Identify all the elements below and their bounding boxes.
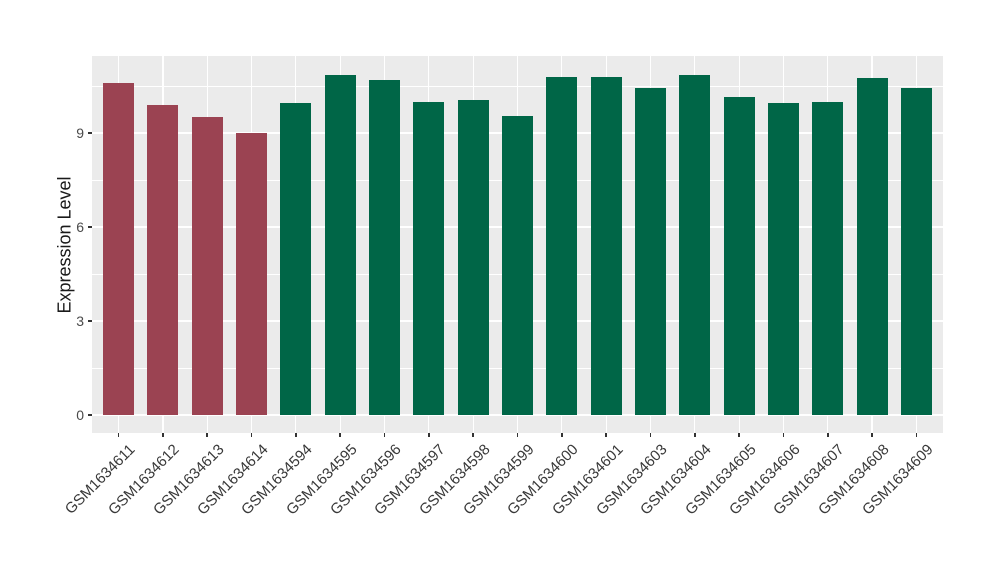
bar [679, 75, 711, 416]
y-axis-tick [88, 226, 92, 228]
bar [369, 79, 401, 416]
x-axis-tick [605, 433, 607, 437]
bar [191, 117, 223, 416]
x-axis-tick [915, 433, 918, 437]
x-axis-tick [871, 433, 873, 437]
bar [634, 87, 666, 416]
y-axis-tick [88, 132, 92, 134]
x-axis-tick [649, 433, 652, 437]
bar [280, 103, 312, 416]
y-axis-tick [88, 414, 92, 416]
bar [147, 104, 179, 416]
x-axis-tick [516, 433, 519, 437]
plot-panel [92, 56, 943, 433]
bar [457, 100, 489, 416]
bar [856, 78, 888, 416]
bar [546, 76, 578, 416]
x-axis-tick [250, 433, 253, 437]
y-tick-label: 0 [76, 407, 84, 424]
bar [103, 82, 135, 416]
bar [812, 101, 844, 416]
x-axis-tick [694, 433, 696, 437]
bar [236, 133, 268, 416]
y-axis-tick [88, 320, 92, 322]
bar [413, 101, 445, 416]
bar [767, 103, 799, 416]
bar [590, 76, 622, 416]
x-axis-tick [782, 433, 785, 437]
x-axis-tick [117, 433, 120, 437]
y-tick-label: 3 [76, 313, 84, 330]
x-axis-tick [738, 433, 740, 437]
x-axis-tick [295, 433, 297, 437]
x-axis-tick [206, 433, 208, 437]
y-tick-label: 9 [76, 125, 84, 142]
x-axis-tick [428, 433, 430, 437]
y-tick-label: 6 [76, 219, 84, 236]
y-axis-title: Expression Level [54, 175, 75, 314]
bar [723, 97, 755, 416]
bar [324, 75, 356, 416]
bar [501, 115, 533, 416]
x-axis-tick [561, 433, 563, 437]
bar [900, 87, 932, 416]
x-axis-tick [162, 433, 164, 437]
x-axis-tick [827, 433, 829, 437]
x-axis-tick [472, 433, 474, 437]
x-axis-tick [339, 433, 341, 437]
x-axis-tick [383, 433, 386, 437]
